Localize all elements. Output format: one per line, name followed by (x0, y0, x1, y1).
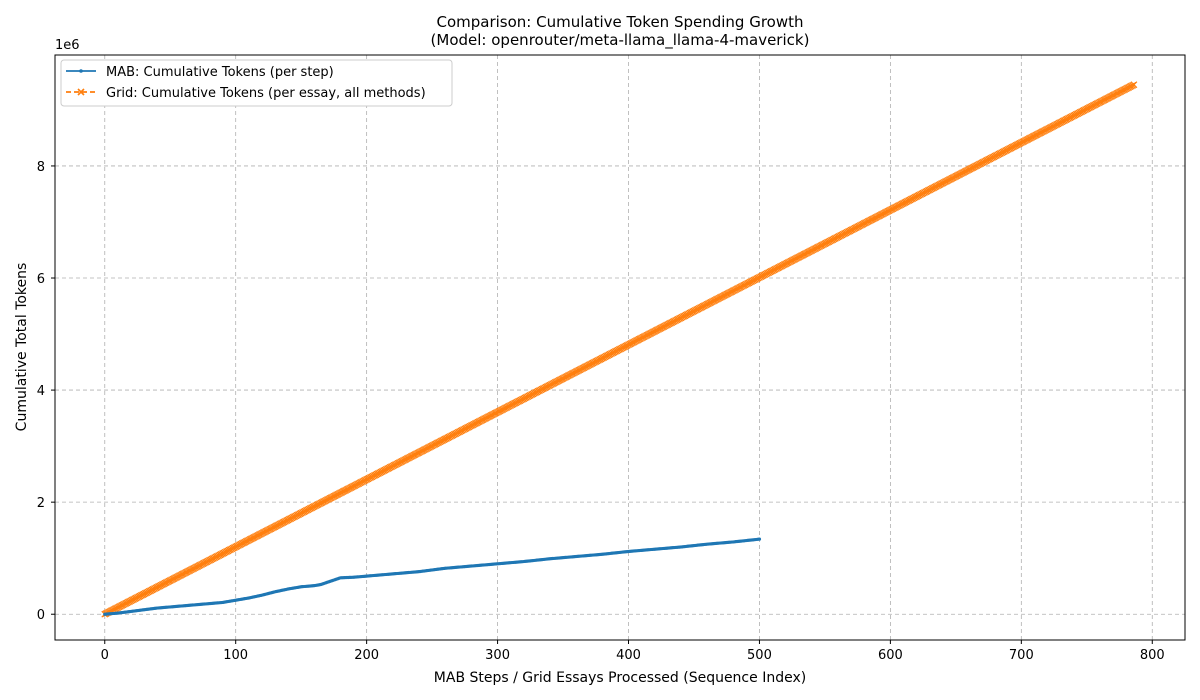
y-axis-label: Cumulative Total Tokens (14, 263, 30, 432)
x-tick-label: 800 (1140, 648, 1165, 663)
x-tick-label: 100 (223, 648, 248, 663)
mab-series-markers (103, 537, 762, 616)
y-tick-label: 0 (37, 608, 45, 623)
y-tick-label: 6 (37, 272, 45, 287)
chart-title: Comparison: Cumulative Token Spending Gr… (436, 13, 803, 31)
axis-ticks: 0 100 200 300 400 500 600 700 800 0 2 4 6 8 (37, 160, 1165, 663)
x-axis-label: MAB Steps / Grid Essays Processed (Seque… (434, 670, 806, 686)
legend-mab-marker (79, 69, 83, 73)
legend-box (60, 59, 453, 107)
y-tick-label: 2 (37, 496, 45, 511)
series-layer (101, 81, 1138, 618)
legend: MAB: Cumulative Tokens (per step) Grid: … (60, 59, 453, 107)
y-offset-label: 1e6 (55, 38, 80, 53)
legend-mab-label: MAB: Cumulative Tokens (per step) (106, 65, 334, 80)
x-tick-label: 200 (354, 648, 379, 663)
legend-grid-label: Grid: Cumulative Tokens (per essay, all … (106, 86, 426, 101)
x-tick-label: 300 (485, 648, 510, 663)
y-tick-label: 8 (37, 160, 45, 175)
legend-grid-marker (77, 88, 85, 96)
grid-series-markers (101, 81, 1138, 618)
x-tick-label: 600 (878, 648, 903, 663)
x-tick-label: 400 (616, 648, 641, 663)
plot-frame (54, 54, 1186, 641)
mab-point (757, 537, 762, 541)
y-tick-label: 4 (37, 384, 45, 399)
grid (55, 55, 1185, 640)
chart-subtitle: (Model: openrouter/meta-llama_llama-4-ma… (431, 31, 810, 50)
x-tick-label: 0 (101, 648, 109, 663)
x-tick-label: 700 (1009, 648, 1034, 663)
x-tick-label: 500 (747, 648, 772, 663)
